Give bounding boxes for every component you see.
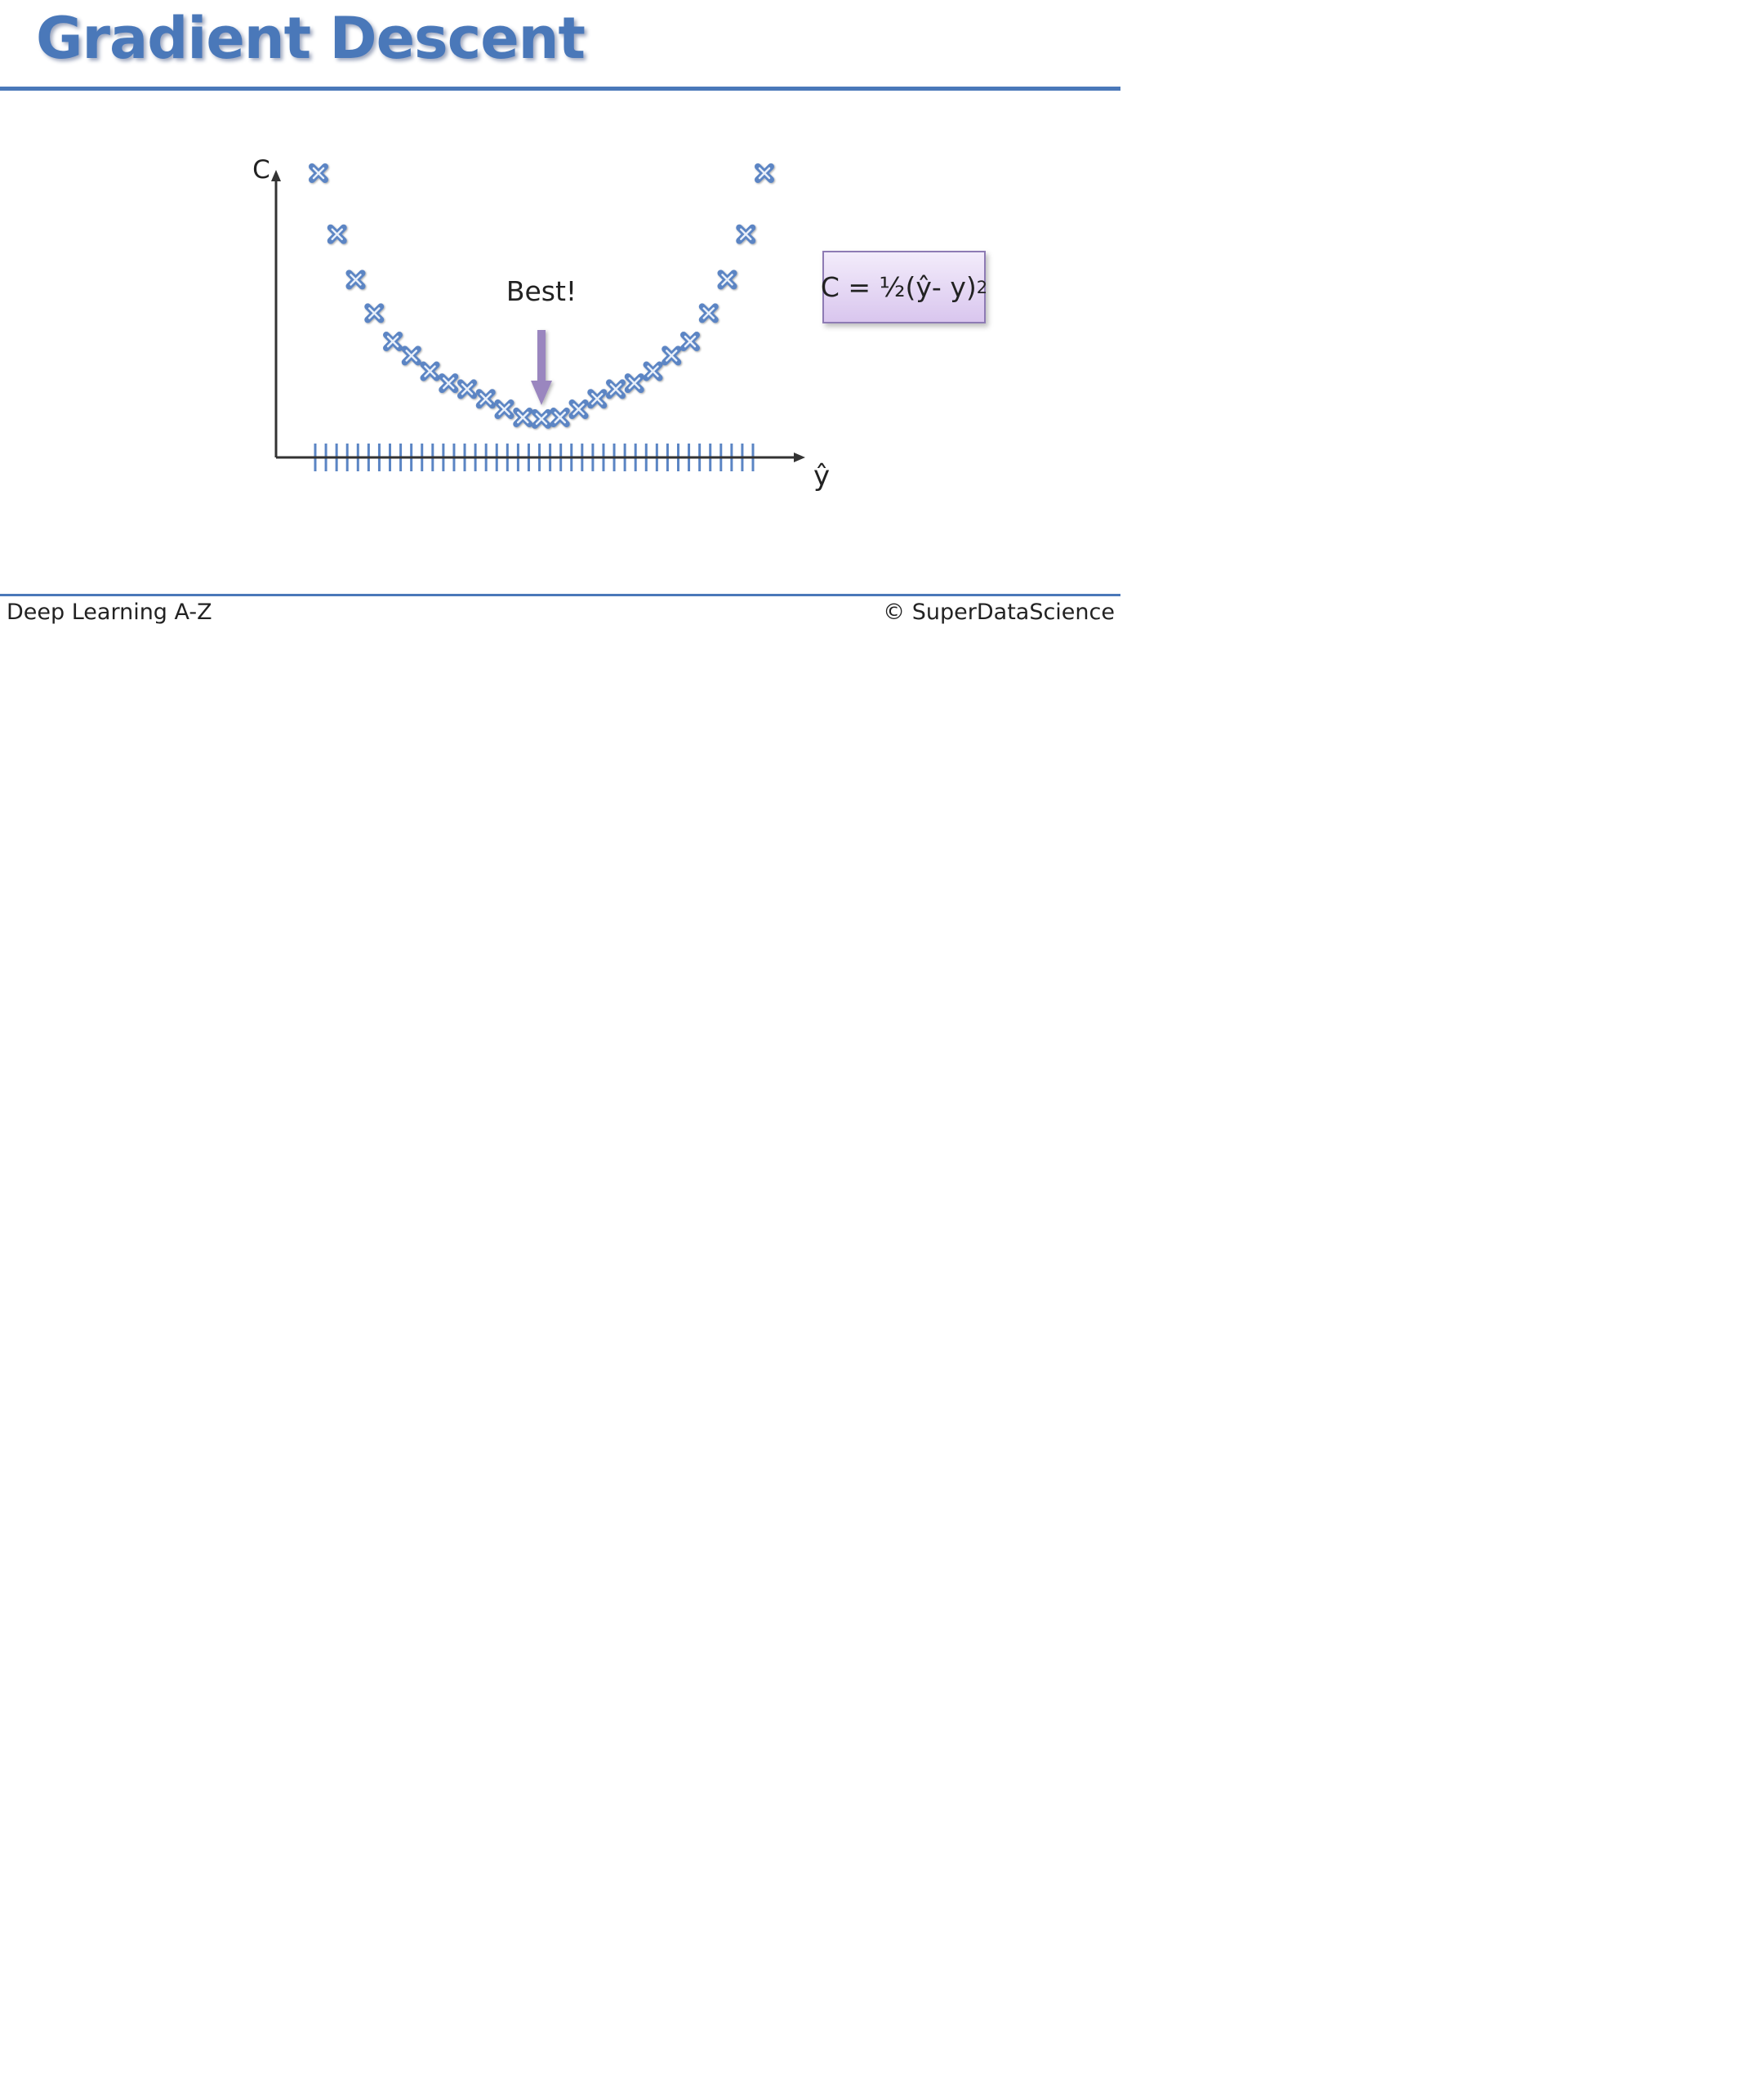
- data-point-marker: [513, 408, 533, 428]
- data-point-marker: [736, 224, 756, 244]
- x-axis-arrowhead: [794, 453, 805, 462]
- data-point-marker: [475, 389, 496, 409]
- data-points: [309, 163, 774, 429]
- data-point-marker: [457, 379, 477, 399]
- data-point-marker: [680, 332, 700, 352]
- data-point-marker: [345, 270, 366, 290]
- best-annotation-label: Best!: [506, 275, 577, 307]
- data-point-marker: [587, 389, 608, 409]
- data-point-marker: [439, 373, 459, 394]
- slide: Gradient Descent C ŷ Best! C = ½(ŷ- y) 2 …: [0, 0, 1120, 637]
- title-divider: [0, 87, 1120, 91]
- data-point-marker: [494, 399, 514, 420]
- data-point-marker: [327, 224, 347, 244]
- data-point-marker: [401, 346, 421, 366]
- x-axis-label: ŷ: [813, 460, 830, 493]
- data-point-marker: [624, 373, 644, 394]
- footer-course-name: Deep Learning A-Z: [7, 600, 212, 625]
- slide-title: Gradient Descent: [36, 5, 586, 72]
- data-point-marker: [662, 346, 682, 366]
- data-point-marker: [383, 332, 403, 352]
- formula-text: C = ½(ŷ- y): [820, 271, 977, 303]
- footer-copyright: © SuperDataScience: [883, 600, 1115, 625]
- down-arrow-icon: [531, 330, 552, 405]
- data-point-marker: [643, 361, 663, 381]
- data-point-marker: [698, 303, 719, 323]
- data-point-marker: [606, 379, 626, 399]
- data-point-marker: [717, 270, 737, 290]
- footer-divider: [0, 594, 1120, 596]
- cost-formula-box: C = ½(ŷ- y) 2: [820, 251, 988, 323]
- y-axis-label: C: [252, 155, 270, 185]
- data-point-marker: [309, 163, 328, 183]
- data-point-marker: [364, 303, 385, 323]
- data-point-marker: [532, 408, 551, 429]
- data-point-marker: [755, 163, 774, 183]
- formula-exponent: 2: [976, 277, 988, 297]
- data-point-marker: [550, 408, 570, 428]
- y-axis-arrowhead: [271, 170, 281, 181]
- data-point-marker: [568, 399, 589, 420]
- data-point-marker: [420, 361, 440, 381]
- cost-curve-chart: C ŷ Best!: [252, 155, 830, 493]
